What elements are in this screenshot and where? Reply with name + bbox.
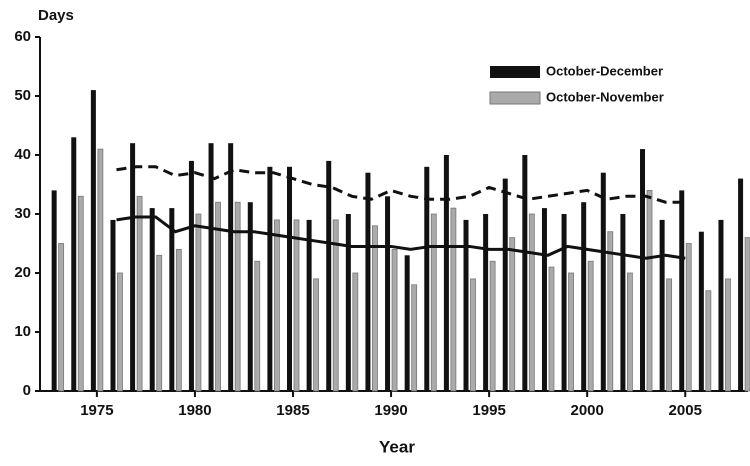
bar: [313, 278, 320, 392]
bar: [659, 219, 665, 391]
bar: [581, 202, 587, 391]
bar: [561, 214, 567, 391]
bar: [607, 231, 614, 392]
bar: [51, 190, 57, 391]
y-tick-label: 30: [14, 205, 31, 222]
legend-label: October-December: [546, 63, 663, 78]
bar: [195, 213, 202, 392]
bar: [411, 284, 418, 392]
bar: [685, 243, 692, 392]
bar: [666, 278, 673, 392]
bar: [463, 219, 469, 391]
x-tick-label: 1975: [80, 402, 113, 419]
bar: [136, 195, 143, 392]
bar: [97, 148, 104, 392]
x-tick-label: 1990: [374, 402, 407, 419]
bar: [326, 160, 332, 391]
bar: [528, 213, 535, 392]
y-axis-label: Days: [38, 7, 74, 24]
bar: [718, 219, 724, 391]
x-tick-label: 1980: [178, 402, 211, 419]
bar: [306, 219, 312, 391]
bar: [352, 272, 359, 392]
y-tick-label: 40: [14, 146, 31, 163]
bar: [267, 166, 273, 391]
x-tick-label: 2005: [669, 402, 702, 419]
y-tick-label: 10: [14, 323, 31, 340]
bar: [234, 201, 241, 392]
legend-swatch: [489, 91, 541, 105]
bar: [640, 149, 646, 391]
bar: [548, 266, 555, 392]
y-tick-label: 0: [23, 382, 31, 399]
bar: [247, 202, 253, 391]
bar: [483, 214, 489, 391]
bar: [744, 237, 750, 392]
bar: [117, 272, 123, 392]
bar: [620, 214, 626, 391]
bar: [215, 201, 221, 392]
x-tick-label: 1995: [472, 402, 505, 419]
x-tick-label: 2000: [570, 402, 603, 419]
bar: [450, 207, 457, 392]
legend-swatch: [490, 66, 540, 78]
bar: [430, 213, 437, 392]
bar: [254, 260, 261, 392]
bar: [90, 90, 96, 391]
bar: [568, 272, 574, 392]
bar: [679, 190, 685, 391]
legend-label: October-November: [546, 89, 664, 104]
bar: [725, 278, 731, 392]
bar: [110, 219, 116, 391]
bar: [188, 160, 194, 391]
bar: [345, 214, 351, 391]
bar: [385, 196, 391, 391]
bar: [286, 166, 292, 391]
bar: [365, 172, 371, 391]
bar: [627, 272, 633, 392]
bar: [489, 260, 496, 392]
bar: [738, 178, 744, 391]
bar: [156, 254, 163, 392]
dashed-line: [116, 165, 686, 204]
bar: [332, 219, 339, 392]
bar: [587, 260, 594, 392]
bar: [404, 255, 410, 391]
bar: [71, 137, 77, 391]
x-tick-label: 1985: [276, 402, 309, 419]
bar: [293, 219, 300, 392]
bar: [391, 248, 398, 392]
bar: [522, 155, 528, 391]
bar: [646, 189, 653, 392]
bar: [228, 143, 234, 391]
bar: [698, 231, 704, 391]
bar: [149, 208, 155, 391]
x-axis-label: Year: [379, 437, 415, 456]
bar: [509, 237, 516, 392]
bar: [130, 143, 136, 391]
bar: [424, 166, 430, 391]
bar: [208, 143, 214, 391]
bar: [600, 172, 606, 391]
bar: [175, 248, 182, 392]
y-tick-label: 60: [14, 28, 31, 45]
bar: [502, 178, 508, 391]
bar: [372, 225, 378, 392]
bar: [470, 278, 476, 392]
bar: [58, 243, 65, 392]
y-tick-label: 20: [14, 264, 31, 281]
y-tick-label: 50: [14, 87, 31, 104]
bar: [77, 195, 84, 392]
bar: [169, 208, 175, 391]
bar: [443, 155, 449, 391]
solid-line: [116, 215, 686, 260]
bar: [705, 290, 712, 392]
bar: [541, 208, 547, 391]
bar: [273, 219, 280, 392]
